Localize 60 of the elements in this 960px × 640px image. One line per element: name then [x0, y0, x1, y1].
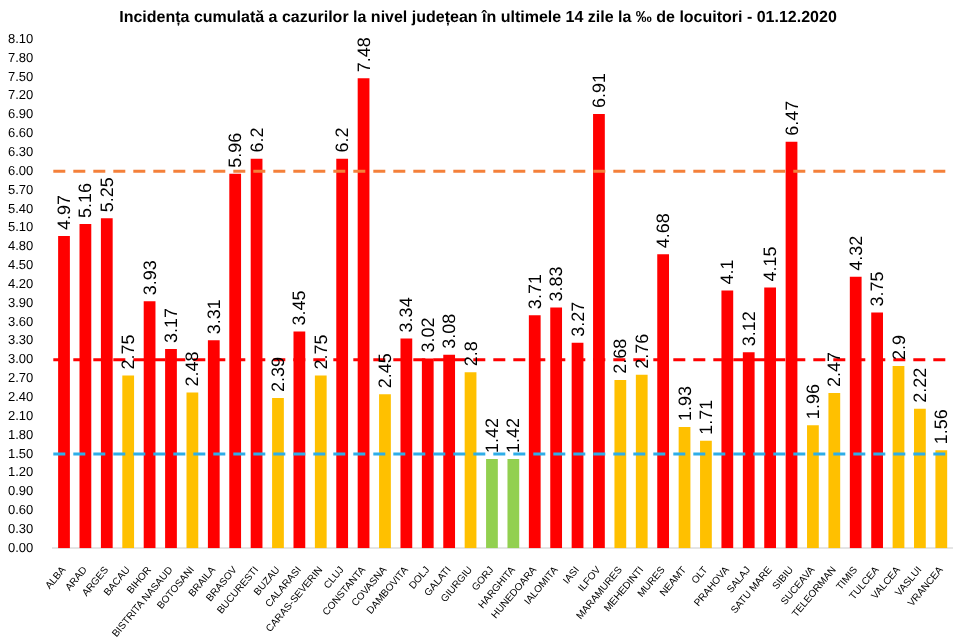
data-label: 2.48 — [182, 351, 203, 387]
data-label: 2.76 — [631, 333, 652, 369]
data-label: 5.96 — [225, 132, 246, 168]
data-label: 3.08 — [439, 313, 460, 349]
data-label: 3.27 — [567, 301, 588, 337]
data-label: 1.96 — [802, 384, 823, 420]
data-label: 2.8 — [460, 341, 481, 367]
data-label: 1.93 — [674, 385, 695, 422]
data-label: 4.32 — [845, 235, 866, 271]
bar — [272, 398, 284, 549]
bar — [892, 366, 905, 549]
bar — [314, 375, 327, 549]
data-label: 1.42 — [503, 418, 524, 454]
data-label: 1.42 — [481, 418, 502, 454]
data-label: 6.2 — [246, 127, 267, 153]
bar — [635, 374, 648, 549]
data-label: 3.31 — [203, 299, 224, 335]
data-label: 2.9 — [888, 335, 909, 361]
data-label: 4.15 — [760, 246, 781, 282]
data-label: 4.97 — [54, 194, 74, 230]
data-label: 3.71 — [524, 274, 545, 310]
data-label: 6.47 — [781, 100, 802, 136]
bar — [935, 450, 948, 549]
bar — [828, 393, 841, 549]
data-label: 2.39 — [267, 357, 288, 393]
data-label: 2.68 — [610, 338, 631, 374]
bar — [186, 392, 199, 549]
bar — [507, 459, 520, 549]
data-label: 6.2 — [332, 127, 353, 153]
bar — [678, 427, 691, 549]
data-label: 3.12 — [738, 311, 759, 347]
data-label: 2.47 — [824, 352, 845, 388]
bar — [807, 425, 819, 549]
bar — [700, 440, 712, 549]
bar — [614, 379, 627, 549]
data-label: 3.93 — [139, 260, 160, 296]
data-label: 6.91 — [588, 72, 609, 108]
data-label: 3.45 — [289, 290, 310, 326]
bar — [379, 394, 391, 549]
bar — [122, 375, 135, 549]
bar — [486, 459, 498, 549]
chart-title: Incidența cumulată a cazurilor la nivel județean în ultimele 14 zile la ‰ de locuitori - 01.12.2020 — [119, 8, 838, 27]
data-label: 3.34 — [396, 297, 417, 333]
bar — [914, 408, 926, 549]
data-label: 5.16 — [75, 182, 96, 218]
data-label: 2.75 — [118, 334, 139, 370]
data-label: 7.48 — [353, 37, 374, 73]
data-label: 3.75 — [867, 271, 888, 307]
data-label: 2.45 — [374, 353, 395, 389]
data-label: 3.17 — [160, 308, 181, 344]
data-label: 4.68 — [653, 213, 674, 249]
data-label: 1.56 — [931, 409, 952, 445]
data-label: 3.83 — [546, 266, 567, 302]
data-label: 5.25 — [96, 177, 117, 213]
data-label: 1.71 — [695, 399, 716, 435]
bar — [464, 372, 477, 549]
data-label: 3.02 — [417, 317, 438, 353]
data-label: 2.75 — [310, 334, 331, 370]
data-label: 2.22 — [909, 367, 930, 403]
data-label: 4.1 — [717, 259, 738, 285]
